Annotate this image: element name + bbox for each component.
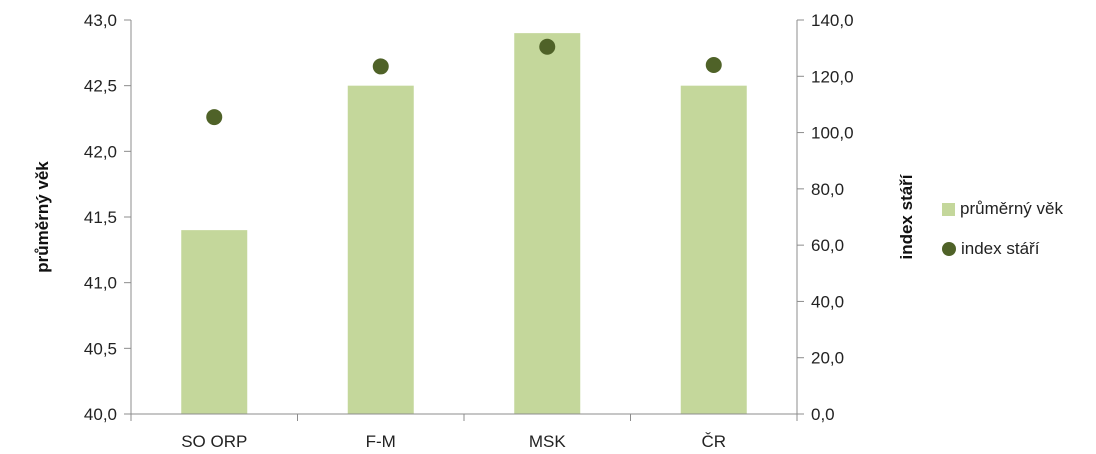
legend: průměrný věk index stáří xyxy=(942,196,1063,276)
y2-tick-label: 100,0 xyxy=(811,124,854,143)
x-tick-label: ČR xyxy=(701,432,726,451)
y-tick-label: 42,0 xyxy=(84,142,117,161)
y-axis-title: průměrný věk xyxy=(33,161,52,273)
y-tick-label: 40,0 xyxy=(84,405,117,424)
legend-label-dot: index stáří xyxy=(961,239,1040,258)
bar-group xyxy=(181,33,747,415)
data-point xyxy=(705,57,722,74)
y-tick-label: 41,0 xyxy=(84,274,117,293)
bar xyxy=(181,230,248,414)
legend-bar-swatch xyxy=(942,202,955,216)
data-point xyxy=(372,58,389,75)
y2-tick-label: 120,0 xyxy=(811,67,854,86)
data-point xyxy=(206,109,223,126)
bar xyxy=(347,85,414,415)
legend-label-bar: průměrný věk xyxy=(960,199,1063,218)
legend-item-bar: průměrný věk xyxy=(942,196,1063,222)
y2-tick-label: 20,0 xyxy=(811,349,844,368)
x-tick-label: F-M xyxy=(366,432,396,451)
legend-item-dot: index stáří xyxy=(942,236,1063,262)
y2-tick-label: 140,0 xyxy=(811,11,854,30)
y-tick-label: 43,0 xyxy=(84,11,117,30)
y2-axis-title: index stáří xyxy=(897,173,916,259)
data-point xyxy=(539,38,556,55)
bar xyxy=(680,85,747,415)
bar xyxy=(514,33,581,415)
x-tick-label: MSK xyxy=(529,432,567,451)
x-tick-label: SO ORP xyxy=(181,432,247,451)
dot-group xyxy=(206,38,722,126)
legend-dot-swatch xyxy=(942,242,956,256)
y2-tick-label: 40,0 xyxy=(811,292,844,311)
y-tick-label: 40,5 xyxy=(84,339,117,358)
y2-tick-label: 60,0 xyxy=(811,236,844,255)
y-tick-label: 41,5 xyxy=(84,208,117,227)
axes-group: SO ORP F-M MSK ČR 40,0 40,5 41,0 41,5 42,0 42,5 43… xyxy=(84,11,854,451)
y2-tick-label: 0,0 xyxy=(811,405,835,424)
y2-tick-label: 80,0 xyxy=(811,180,844,199)
y-tick-label: 42,5 xyxy=(84,77,117,96)
